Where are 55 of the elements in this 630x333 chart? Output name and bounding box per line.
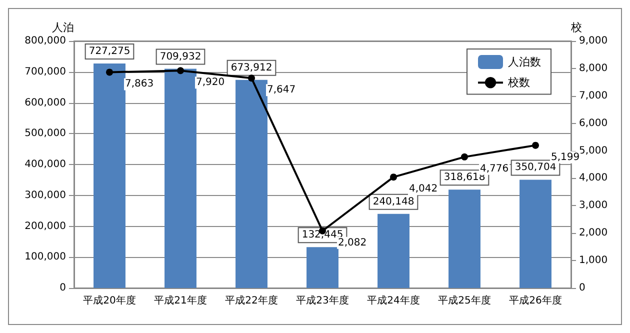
data-label: 727,275 <box>88 46 130 57</box>
y-axis-title: 人泊 <box>52 21 74 34</box>
data-label: 5,199 <box>551 152 580 163</box>
y-tick-label: 400,000 <box>24 159 66 170</box>
data-label: 709,932 <box>160 51 202 62</box>
data-label: 350,704 <box>514 162 556 174</box>
data-label: 673,912 <box>230 62 272 74</box>
bar <box>378 214 410 288</box>
point <box>248 74 255 82</box>
data-label: 4,042 <box>409 184 438 195</box>
point <box>177 67 184 74</box>
x-tick-label: 平成21年度 <box>154 294 207 306</box>
data-label: 4,776 <box>480 163 509 174</box>
point <box>461 153 468 160</box>
y2-tick-label: 8,000 <box>579 62 608 74</box>
y2-tick-label: 1,000 <box>579 255 608 266</box>
y-tick-label: 100,000 <box>24 252 66 263</box>
y-tick-label: 700,000 <box>24 66 66 78</box>
bar <box>164 68 196 288</box>
y-tick-label: 300,000 <box>24 190 66 201</box>
bar <box>306 247 338 288</box>
y2-tick-label: 6,000 <box>579 118 608 129</box>
point <box>390 174 397 181</box>
x-tick-label: 平成26年度 <box>509 294 562 306</box>
bar <box>448 190 480 288</box>
data-label: 7,647 <box>267 84 296 96</box>
y2-tick-label: 9,000 <box>579 36 608 46</box>
legend-label: 人泊数 <box>508 56 541 68</box>
y2-tick-label: 5,000 <box>579 145 608 156</box>
point <box>532 142 539 149</box>
data-label: 240,148 <box>372 196 414 208</box>
y2-tick-label: 3,000 <box>579 200 608 212</box>
data-label: 7,863 <box>125 78 154 90</box>
bar <box>94 63 126 288</box>
y-tick-label: 200,000 <box>24 220 66 232</box>
y-tick-label: 500,000 <box>24 128 66 140</box>
y-tick-label: 800,000 <box>24 36 66 46</box>
bar <box>236 80 268 288</box>
y2-tick-label: 4,000 <box>579 172 608 184</box>
x-tick-label: 平成22年度 <box>225 294 278 306</box>
y2-tick-label: 0 <box>579 282 586 294</box>
data-label: 7,920 <box>196 77 225 88</box>
point <box>106 68 113 76</box>
y-tick-label: 600,000 <box>24 97 66 108</box>
legend-label: 校数 <box>507 76 530 90</box>
x-tick-label: 平成23年度 <box>296 294 349 306</box>
x-tick-label: 平成20年度 <box>83 294 136 306</box>
x-tick-label: 平成25年度 <box>438 294 491 306</box>
y2-tick-label: 7,000 <box>579 90 608 102</box>
bar <box>520 180 552 288</box>
y2-tick-label: 2,000 <box>579 228 608 239</box>
y-tick-label: 0 <box>60 282 66 294</box>
y2-axis-title: 校 <box>570 21 582 34</box>
data-label: 2,082 <box>338 237 367 248</box>
x-tick-label: 平成24年度 <box>367 294 420 306</box>
